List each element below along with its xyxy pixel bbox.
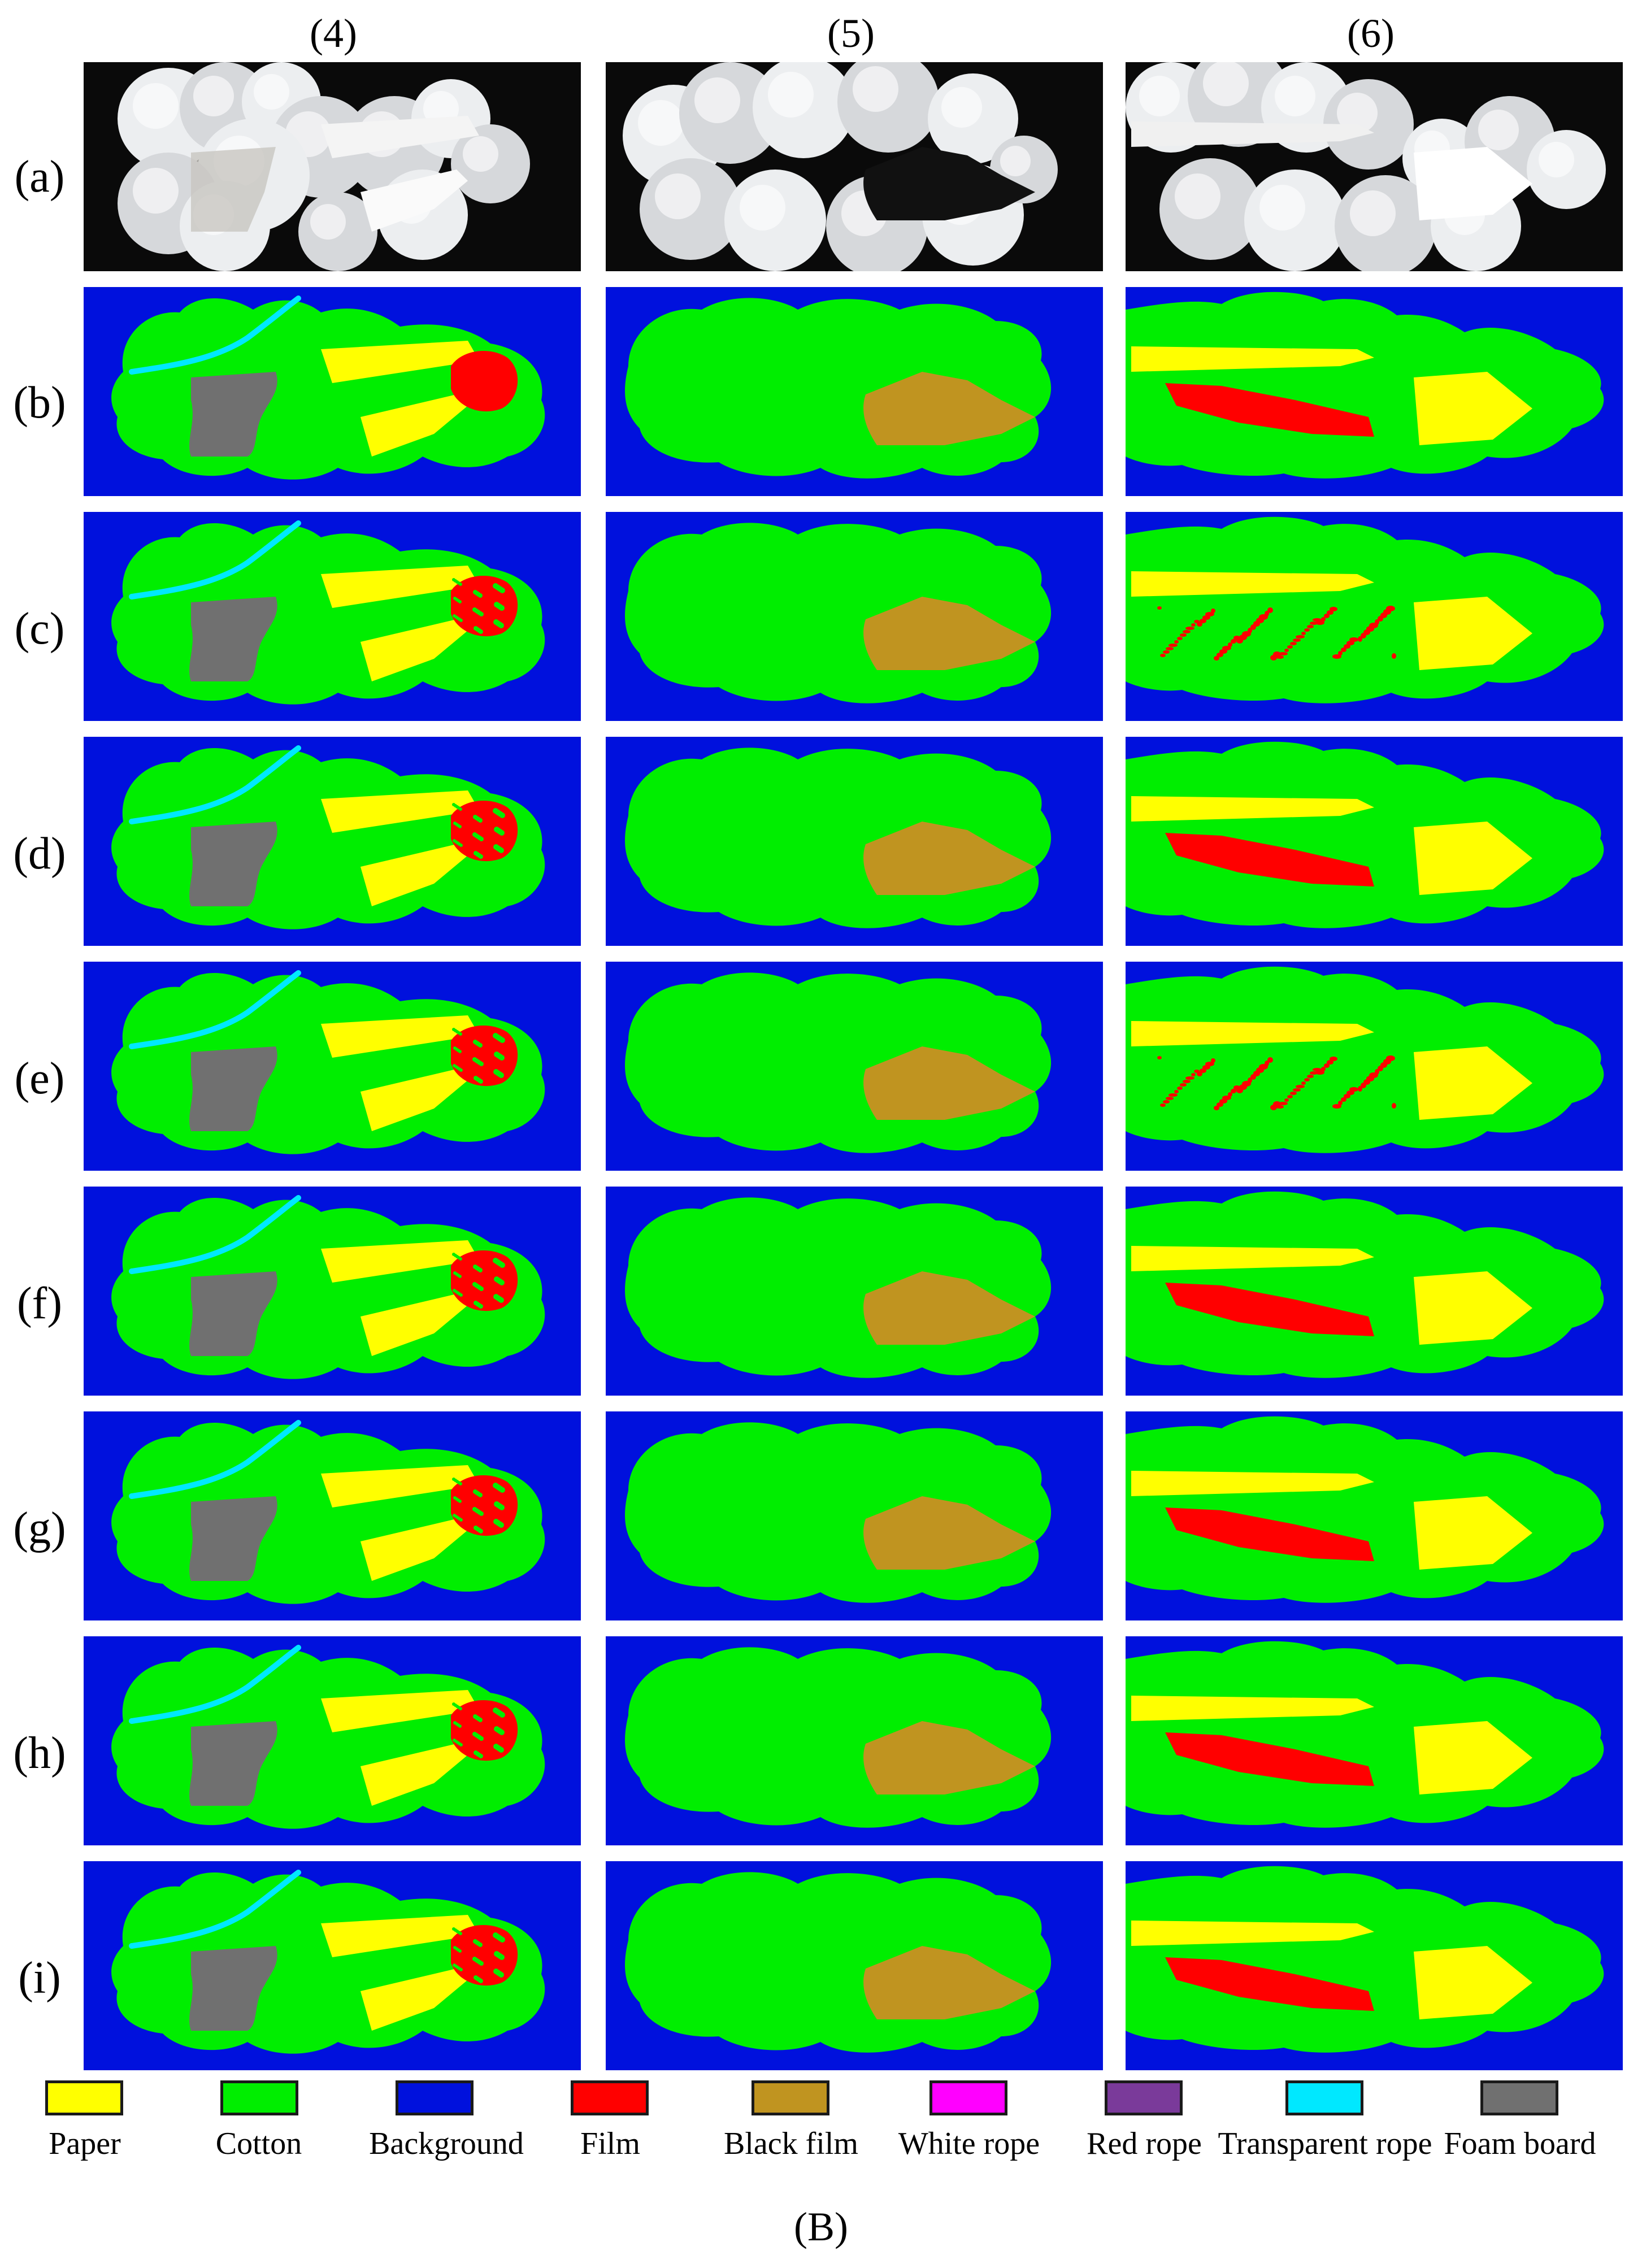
segmentation-map-i-5 bbox=[606, 1861, 1103, 2070]
segmentation-map-d-6 bbox=[1126, 737, 1623, 946]
segmentation-image bbox=[84, 1636, 581, 1845]
segmentation-image bbox=[84, 287, 581, 496]
segmentation-image bbox=[606, 1861, 1103, 2070]
segmentation-map-e-6 bbox=[1126, 962, 1623, 1171]
segmentation-image bbox=[1126, 737, 1623, 946]
row-label-b: (b) bbox=[13, 378, 66, 428]
segmentation-image bbox=[606, 512, 1103, 721]
sample-photo-a-6 bbox=[1126, 62, 1623, 271]
row-label-a: (a) bbox=[14, 152, 65, 202]
row-label-d: (d) bbox=[13, 829, 66, 879]
row-label-h: (h) bbox=[13, 1728, 66, 1778]
segmentation-map-h-4 bbox=[84, 1636, 581, 1845]
legend-label-film: Film bbox=[580, 2126, 640, 2161]
photo-image bbox=[84, 62, 581, 271]
segmentation-map-e-4 bbox=[84, 962, 581, 1171]
segmentation-map-h-5 bbox=[606, 1636, 1103, 1845]
segmentation-map-d-5 bbox=[606, 737, 1103, 946]
segmentation-image bbox=[1126, 287, 1623, 496]
legend-swatch-red-rope bbox=[1105, 2080, 1183, 2115]
legend-label-paper: Paper bbox=[49, 2126, 121, 2161]
segmentation-map-d-4 bbox=[84, 737, 581, 946]
segmentation-image bbox=[606, 1411, 1103, 1620]
segmentation-image bbox=[1126, 1636, 1623, 1845]
segmentation-map-f-4 bbox=[84, 1187, 581, 1396]
segmentation-map-e-5 bbox=[606, 962, 1103, 1171]
legend-swatch-film bbox=[571, 2080, 649, 2115]
segmentation-image bbox=[1126, 1411, 1623, 1620]
segmentation-map-i-6 bbox=[1126, 1861, 1623, 2070]
row-label-f: (f) bbox=[17, 1279, 62, 1328]
column-label-4: (4) bbox=[310, 11, 357, 56]
segmentation-map-g-5 bbox=[606, 1411, 1103, 1620]
segmentation-image bbox=[606, 1636, 1103, 1845]
segmentation-image bbox=[606, 287, 1103, 496]
sample-photo-a-5 bbox=[606, 62, 1103, 271]
segmentation-map-c-5 bbox=[606, 512, 1103, 721]
legend-label-foam-board: Foam board bbox=[1444, 2126, 1596, 2161]
segmentation-map-h-6 bbox=[1126, 1636, 1623, 1845]
segmentation-map-i-4 bbox=[84, 1861, 581, 2070]
segmentation-image bbox=[84, 1411, 581, 1620]
segmentation-image bbox=[1126, 1861, 1623, 2070]
legend-label-cotton: Cotton bbox=[215, 2126, 302, 2161]
segmentation-image bbox=[84, 512, 581, 721]
row-label-g: (g) bbox=[13, 1504, 66, 1553]
figure-caption: (B) bbox=[794, 2204, 848, 2249]
segmentation-image bbox=[606, 1187, 1103, 1396]
segmentation-map-b-6 bbox=[1126, 287, 1623, 496]
photo-image bbox=[1126, 62, 1623, 271]
segmentation-image bbox=[1126, 1187, 1623, 1396]
legend-swatch-foam-board bbox=[1480, 2080, 1558, 2115]
legend-label-transparent-rope: Transparent rope bbox=[1218, 2126, 1432, 2161]
legend-swatch-cotton bbox=[220, 2080, 298, 2115]
segmentation-map-c-4 bbox=[84, 512, 581, 721]
legend-swatch-paper bbox=[45, 2080, 123, 2115]
legend-label-background: Background bbox=[369, 2126, 524, 2161]
segmentation-image bbox=[1126, 512, 1623, 721]
segmentation-image bbox=[84, 737, 581, 946]
segmentation-image bbox=[606, 737, 1103, 946]
legend-swatch-background bbox=[396, 2080, 474, 2115]
row-label-e: (e) bbox=[14, 1054, 65, 1103]
segmentation-map-g-4 bbox=[84, 1411, 581, 1620]
legend-swatch-white-rope bbox=[929, 2080, 1007, 2115]
legend-swatch-transparent-rope bbox=[1285, 2080, 1363, 2115]
legend-label-red-rope: Red rope bbox=[1087, 2126, 1202, 2161]
sample-photo-a-4 bbox=[84, 62, 581, 271]
segmentation-image bbox=[84, 1187, 581, 1396]
column-label-6: (6) bbox=[1347, 11, 1395, 56]
row-label-i: (i) bbox=[18, 1953, 61, 2003]
legend-label-white-rope: White rope bbox=[898, 2126, 1040, 2161]
segmentation-map-g-6 bbox=[1126, 1411, 1623, 1620]
segmentation-image bbox=[1126, 962, 1623, 1171]
segmentation-image bbox=[84, 962, 581, 1171]
photo-image bbox=[606, 62, 1103, 271]
segmentation-map-b-5 bbox=[606, 287, 1103, 496]
row-label-c: (c) bbox=[14, 604, 65, 654]
segmentation-image bbox=[84, 1861, 581, 2070]
legend-label-black-film: Black film bbox=[724, 2126, 858, 2161]
segmentation-map-b-4 bbox=[84, 287, 581, 496]
legend-swatch-black-film bbox=[752, 2080, 829, 2115]
legend: Paper Cotton Background Film Black film … bbox=[0, 2080, 1642, 2165]
segmentation-map-f-6 bbox=[1126, 1187, 1623, 1396]
column-label-5: (5) bbox=[827, 11, 875, 56]
segmentation-map-c-6 bbox=[1126, 512, 1623, 721]
segmentation-map-f-5 bbox=[606, 1187, 1103, 1396]
segmentation-image bbox=[606, 962, 1103, 1171]
